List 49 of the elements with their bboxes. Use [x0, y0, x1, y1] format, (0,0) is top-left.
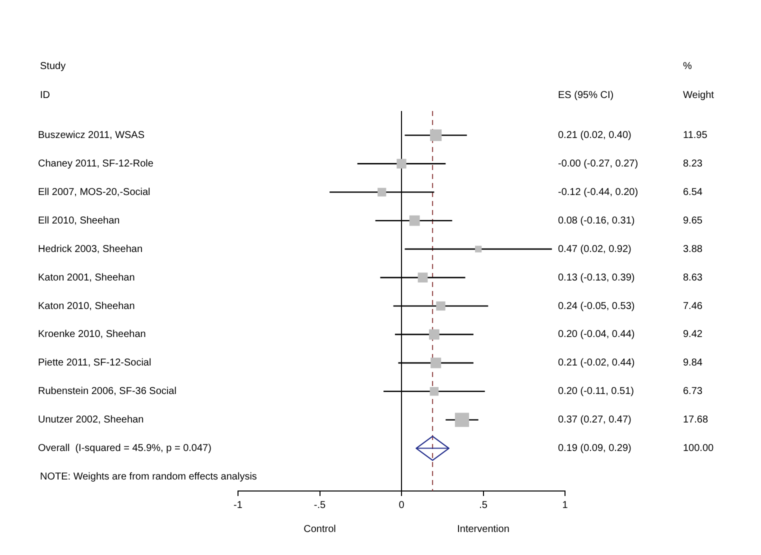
text: 17.68 — [683, 414, 708, 426]
data-label: 0.20 (-0.11, 0.51) — [558, 386, 634, 398]
y-tick-label: Katon 2001, Sheehan — [38, 272, 135, 284]
text: Weight — [683, 90, 714, 101]
text: Control — [304, 524, 336, 535]
text: 9.42 — [683, 329, 703, 340]
text: 9.65 — [683, 215, 703, 226]
text: 7.46 — [683, 300, 703, 312]
text: ES (95% CI) — [558, 90, 614, 101]
y-tick-label: Overall (I-squared = 45.9%, p = 0.047) — [38, 443, 212, 454]
y-tick-label: Ell 2010, Sheehan — [38, 215, 120, 226]
x-tick-label: .5 — [479, 500, 488, 511]
y-tick-label: Rubenstein 2006, SF-36 Social — [38, 386, 176, 398]
text: 8.23 — [683, 158, 703, 170]
data-label: -0.12 (-0.44, 0.20) — [558, 186, 638, 198]
text: Study — [40, 60, 66, 72]
x-tick-label: -1 — [234, 500, 243, 511]
data-label: -0.00 (-0.27, 0.27) — [558, 158, 638, 170]
y-tick-label: Kroenke 2010, Sheehan — [38, 329, 146, 340]
text: ID — [40, 90, 50, 101]
y-tick-label: Unutzer 2002, Sheehan — [38, 414, 144, 426]
y-tick-label: Piette 2011, SF-12-Social — [38, 358, 152, 369]
text: 6.54 — [683, 186, 703, 198]
data-label: 0.08 (-0.16, 0.31) — [558, 215, 635, 226]
data-label: 0.24 (-0.05, 0.53) — [558, 300, 635, 312]
text: 3.88 — [683, 244, 703, 255]
x-tick-label: 1 — [562, 500, 568, 511]
data-label: 0.20 (-0.04, 0.44) — [558, 329, 635, 340]
y-tick-label: Hedrick 2003, Sheehan — [38, 244, 143, 255]
text: 6.73 — [683, 386, 703, 398]
text: % — [683, 60, 692, 72]
text: 8.63 — [683, 272, 703, 284]
text: 11.95 — [683, 130, 708, 141]
y-tick-label: Buszewicz 2011, WSAS — [38, 130, 145, 141]
data-label: 0.21 (0.02, 0.40) — [558, 130, 632, 141]
text: 9.84 — [683, 358, 703, 369]
annotation: NOTE: Weights are from random effects analysis — [40, 472, 257, 483]
text: 100.00 — [683, 443, 714, 454]
data-label: 0.37 (0.27, 0.47) — [558, 414, 632, 426]
x-tick-label: 0 — [398, 500, 405, 511]
data-label: 0.13 (-0.13, 0.39) — [558, 272, 635, 284]
data-label: 0.47 (0.02, 0.92) — [558, 244, 632, 255]
y-tick-label: Chaney 2011, SF-12-Role — [38, 158, 154, 170]
text: Intervention — [457, 524, 510, 535]
y-tick-label: Ell 2007, MOS-20,-Social — [38, 186, 150, 198]
annotation: 0.19 (0.09, 0.29) — [558, 443, 632, 454]
x-tick-label: -.5 — [314, 500, 326, 511]
y-tick-label: Katon 2010, Sheehan — [38, 300, 135, 312]
data-label: 0.21 (-0.02, 0.44) — [558, 358, 635, 369]
